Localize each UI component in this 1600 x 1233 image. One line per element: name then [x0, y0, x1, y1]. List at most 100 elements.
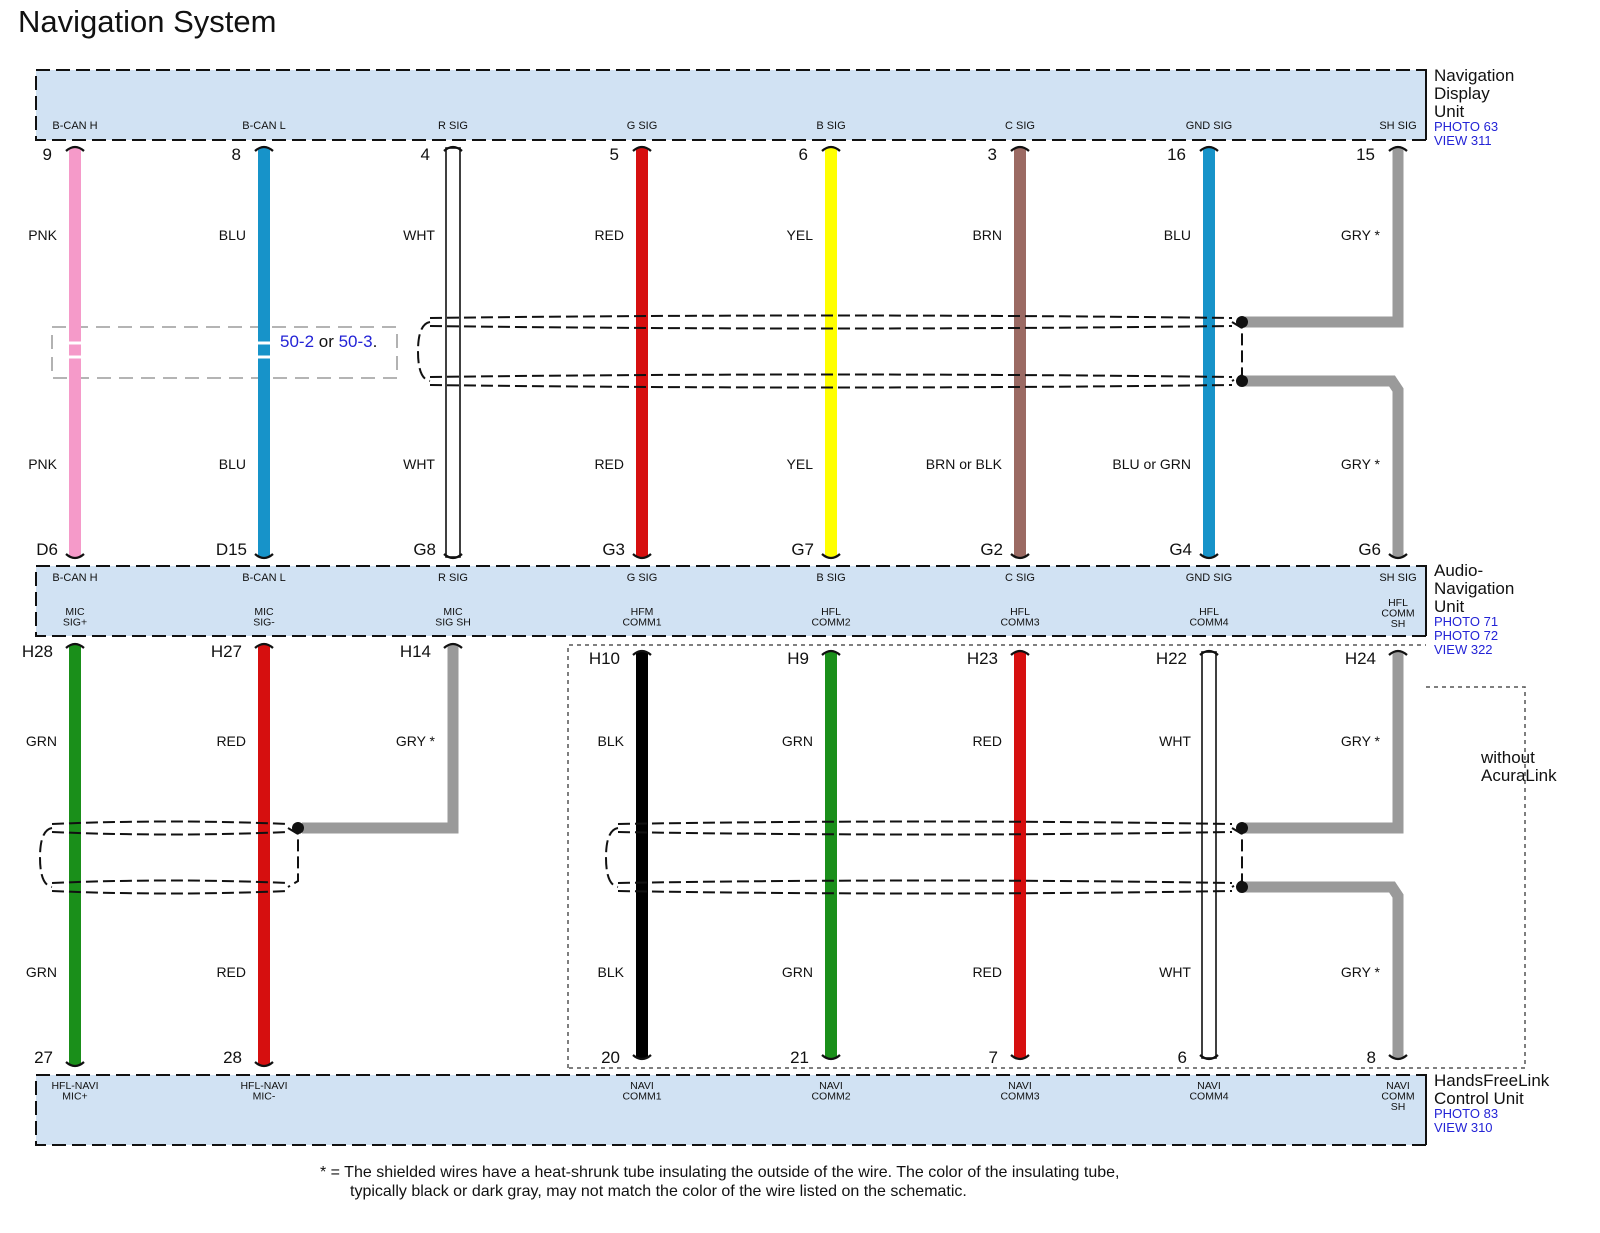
nav-display-signal-6: C SIG — [1005, 120, 1035, 132]
footnote-line-1: * = The shielded wires have a heat-shrun… — [320, 1164, 1120, 1181]
hfl-name-line-1: HandsFreeLink — [1434, 1071, 1550, 1090]
audio-nav-signal-bottom-6-1: HFL — [1010, 606, 1030, 618]
lower-comm-shield-bottom-terminal — [1388, 1054, 1408, 1061]
upper-wire-1-bottom-terminal — [65, 553, 85, 560]
reference-note-part-3[interactable]: 50-3 — [339, 332, 373, 351]
audio-nav-pin-bottom-5: H9 — [787, 649, 809, 668]
upper-wire-color-bottom-8: GRY * — [1341, 456, 1381, 472]
lower-wire-color-top-3: GRY * — [396, 733, 436, 749]
footnote-line-2: typically black or dark gray, may not ma… — [350, 1183, 967, 1200]
hfl-signal-2-1: HFL-NAVI — [240, 1080, 287, 1092]
upper-wire-2-top-terminal — [254, 145, 274, 152]
lower-wire-4 — [632, 649, 652, 1061]
handsfreelink-unit-box — [35, 1074, 1427, 1146]
audio-nav-name-line-1: Audio- — [1434, 561, 1483, 580]
upper-wire-3-bottom-terminal — [443, 553, 463, 560]
mic-shield-line-b1 — [51, 890, 289, 895]
audio-nav-pin-bottom-3: H14 — [400, 642, 431, 661]
audio-nav-signal-bottom-3-1: MIC — [443, 606, 463, 618]
hfl-signal-6-1: NAVI — [1197, 1080, 1221, 1092]
nav-display-pin-8: 15 — [1356, 145, 1375, 164]
lower-wire-color-top-8: GRY * — [1341, 733, 1381, 749]
mic-shield-line-b0 — [51, 831, 289, 836]
upper-wire-color-bottom-3: WHT — [403, 456, 435, 472]
audio-nav-pin-bottom-7: H22 — [1156, 649, 1187, 668]
audio-nav-signal-bottom-3-2: SIG SH — [435, 617, 471, 629]
option-box-without-acuralink — [567, 644, 1526, 1069]
audio-nav-pin-top-3: G8 — [413, 540, 436, 559]
audio-nav-signal-bottom-7-2: COMM4 — [1189, 617, 1228, 629]
nav-display-pin-4: 5 — [610, 145, 619, 164]
hfl-pin-1: 27 — [34, 1048, 53, 1067]
upper-wire-color-top-4: RED — [594, 227, 624, 243]
nav-display-pin-3: 4 — [421, 145, 430, 164]
audio-nav-signal-bottom-2-1: MIC — [254, 606, 274, 618]
audio-nav-pin-bottom-1: H28 — [22, 642, 53, 661]
comm-shield-line-a0 — [617, 820, 1233, 825]
upper-wire-3 — [443, 145, 463, 560]
hfl-ref-1: PHOTO 83 — [1434, 1106, 1498, 1121]
lower-wire-2 — [254, 642, 274, 1068]
upper-shield-bottom-terminal — [1388, 553, 1408, 560]
audio-nav-pin-top-5: G7 — [791, 540, 814, 559]
lower-wire-7-bottom-terminal — [1199, 1054, 1219, 1061]
lower-mic-shield-drain — [302, 645, 459, 834]
lower-wire-6 — [1010, 649, 1030, 1061]
comm-shield-right — [1231, 827, 1243, 888]
audio-nav-signal-bottom-8-3: SH — [1391, 618, 1406, 630]
upper-wire-7-top-terminal — [1199, 145, 1219, 152]
nav-display-name-line-2: Display — [1434, 84, 1490, 103]
upper-wire-1-top-terminal — [65, 145, 85, 152]
audio-nav-name-line-2: Navigation — [1434, 579, 1514, 598]
mic-shield-line-a1 — [51, 879, 289, 884]
upper-wire-3-body — [445, 147, 461, 558]
audio-nav-ref-2: PHOTO 72 — [1434, 628, 1498, 643]
lower-wire-4-bottom-terminal — [632, 1054, 652, 1061]
audio-nav-pin-top-8: G6 — [1358, 540, 1381, 559]
lower-wire-color-bottom-3: BLK — [598, 964, 625, 980]
audio-nav-signal-top-5: B SIG — [816, 572, 845, 584]
hfl-pin-4: 21 — [790, 1048, 809, 1067]
mic-shield-line-a0 — [51, 820, 289, 825]
nav-display-pin-5: 6 — [799, 145, 808, 164]
lower-wire-6-top-terminal — [1010, 649, 1030, 656]
upper-shield-top-terminal — [1388, 145, 1408, 152]
hfl-pin-6: 6 — [1178, 1048, 1187, 1067]
lower-wire-color-top-6: RED — [972, 733, 1002, 749]
audio-nav-pin-top-2: D15 — [216, 540, 247, 559]
nav-display-signal-5: B SIG — [816, 120, 845, 132]
hfl-signal-1-1: HFL-NAVI — [51, 1080, 98, 1092]
lower-wire-color-top-7: WHT — [1159, 733, 1191, 749]
audio-nav-pin-top-7: G4 — [1169, 540, 1192, 559]
upper-wire-6 — [1010, 145, 1030, 560]
audio-nav-pin-bottom-8: H24 — [1345, 649, 1376, 668]
upper-wire-4-top-terminal — [632, 145, 652, 152]
nav-display-signal-8: SH SIG — [1379, 120, 1416, 132]
hfl-name-line-2: Control Unit — [1434, 1089, 1524, 1108]
hfl-signal-3-1: NAVI — [630, 1080, 654, 1092]
option-label-line-2: AcuraLink — [1481, 766, 1557, 785]
upper-video-shield-right — [1231, 321, 1243, 382]
audio-nav-pin-bottom-6: H23 — [967, 649, 998, 668]
comm-shield-left — [604, 827, 619, 888]
lower-wire-color-bottom-6: WHT — [1159, 964, 1191, 980]
comm-shield-line-a1 — [617, 879, 1233, 884]
hfl-pin-3: 20 — [601, 1048, 620, 1067]
hfl-signal-7-2: COMM — [1381, 1091, 1414, 1103]
upper-wire-color-top-3: WHT — [403, 227, 435, 243]
upper-wire-color-bottom-1: PNK — [28, 456, 57, 472]
reference-note-part-1[interactable]: 50-2 — [280, 332, 314, 351]
lower-wire-1-bottom-terminal — [65, 1061, 85, 1068]
upper-wire-color-top-6: BRN — [972, 227, 1002, 243]
comm-shield-line-b0 — [617, 831, 1233, 836]
nav-display-pin-6: 3 — [988, 145, 997, 164]
lower-wire-6-bottom-terminal — [1010, 1054, 1030, 1061]
lower-comm-shield-drain-top — [1245, 652, 1404, 834]
lower-wire-1-top-terminal — [65, 642, 85, 649]
reference-note: 50-2 or 50-3. — [280, 332, 377, 351]
lower-wire-1 — [65, 642, 85, 1068]
option-label-line-1: without — [1480, 748, 1535, 767]
upper-wire-color-bottom-6: BRN or BLK — [926, 456, 1003, 472]
lower-wire-color-top-4: BLK — [598, 733, 625, 749]
